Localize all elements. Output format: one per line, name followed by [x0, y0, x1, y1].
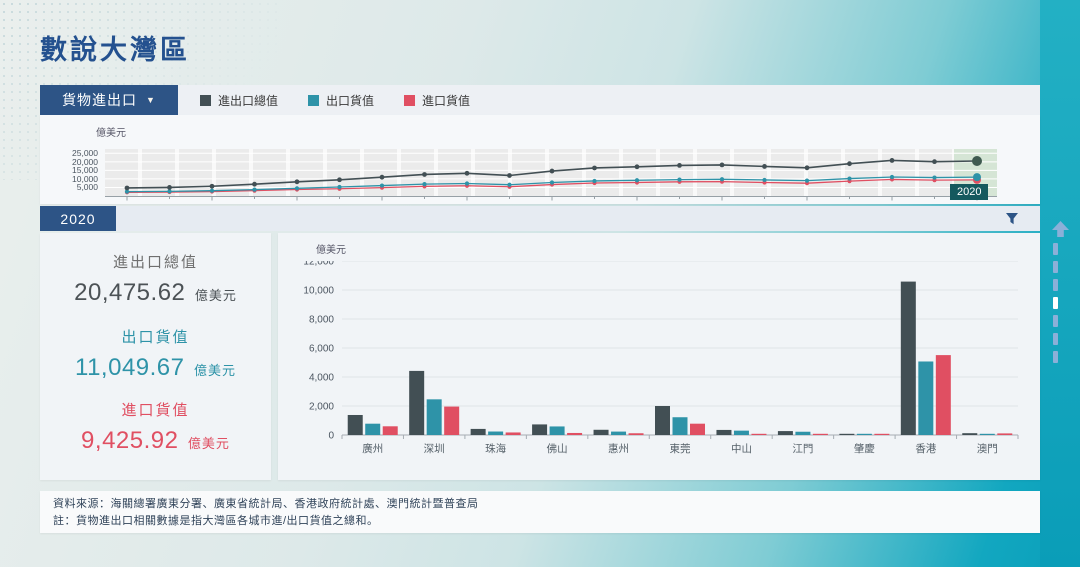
legend-item-export[interactable]: 出口貨值 [308, 92, 374, 109]
stat-unit: 億美元 [194, 288, 237, 303]
topic-dropdown[interactable]: 貨物進出口 ▼ [40, 85, 178, 115]
svg-text:4,000: 4,000 [309, 373, 334, 384]
timeline-y-tick-label: 20,000 [72, 156, 98, 167]
svg-text:2,000: 2,000 [309, 402, 334, 413]
stat-value: 20,475.62 [74, 279, 186, 306]
legend-swatch [308, 94, 320, 106]
stat-total: 進出口總值 20,475.62 億美元 [40, 251, 271, 307]
svg-text:12,000: 12,000 [303, 261, 334, 268]
timeline-y-tick-label: 5,000 [76, 182, 98, 193]
stat-value: 11,049.67 [75, 354, 185, 381]
selected-year-bar: 2020 [40, 206, 1040, 231]
legend-bar: 進出口總值 出口貨值 進口貨值 [178, 85, 1040, 115]
svg-text:廣州: 廣州 [362, 442, 383, 455]
section-nav-dash-active[interactable] [1053, 297, 1058, 309]
legend-label: 出口貨值 [326, 93, 375, 108]
svg-text:0: 0 [328, 431, 334, 442]
timeline-year-tooltip: 2020 [950, 184, 989, 200]
filter-icon[interactable] [1004, 211, 1020, 227]
timeline-chart[interactable] [105, 149, 997, 204]
svg-text:8,000: 8,000 [309, 315, 334, 326]
topic-dropdown-label: 貨物進出口 [62, 92, 138, 108]
section-nav-dash[interactable] [1053, 261, 1058, 273]
timeline-y-tick-label: 15,000 [72, 165, 98, 176]
section-nav-dash[interactable] [1053, 243, 1058, 255]
svg-text:珠海: 珠海 [485, 442, 506, 455]
bar-chart-unit-label: 億美元 [316, 245, 346, 256]
stat-label: 進出口總值 [112, 254, 198, 271]
section-nav-dash[interactable] [1053, 279, 1058, 291]
legend-item-import[interactable]: 進口貨值 [404, 92, 470, 109]
timeline-panel: 億美元 5,000 10,000 15,000 20,000 25,000 2020 [40, 115, 1040, 204]
svg-text:東莞: 東莞 [670, 442, 691, 455]
chevron-down-icon: ▼ [146, 95, 156, 105]
timeline-unit-label: 億美元 [96, 128, 126, 139]
stat-unit: 億美元 [187, 436, 230, 451]
svg-text:中山: 中山 [731, 442, 752, 455]
legend-item-total[interactable]: 進出口總值 [200, 92, 278, 109]
svg-text:10,000: 10,000 [303, 286, 334, 297]
svg-text:肇慶: 肇慶 [854, 442, 875, 455]
section-nav-dash[interactable] [1053, 333, 1058, 345]
stat-label: 出口貨值 [121, 329, 190, 346]
city-bar-chart[interactable]: 0 2,000 4,000 6,000 8,000 10,000 12,000 廣州 深圳 珠海 佛… [278, 261, 1030, 466]
legend-swatch [200, 94, 211, 106]
stats-panel: 進出口總值 20,475.62 億美元 出口貨值 11,049.67 億美元 進… [40, 233, 271, 480]
svg-text:江門: 江門 [792, 443, 813, 455]
note-text: 註：貨物進出口相關數據是指大灣區各城市進/出口貨值之總和。 [53, 515, 379, 527]
stat-unit: 億美元 [193, 363, 236, 378]
svg-text:澳門: 澳門 [977, 442, 998, 455]
data-source-text: 資料來源：海關總署廣東分署、廣東省統計局、香港政府統計處、澳門統計暨普查局 [53, 498, 479, 510]
timeline-y-tick-label: 25,000 [72, 148, 98, 159]
stat-import: 進口貨值 9,425.92 億美元 [40, 399, 271, 455]
svg-text:深圳: 深圳 [424, 443, 445, 455]
svg-text:6,000: 6,000 [309, 344, 334, 355]
section-nav-dash[interactable] [1053, 315, 1058, 327]
city-bar-chart-panel: 億美元 0 2,000 4,000 6,000 8,000 10,000 12,000 廣州 深… [278, 233, 1040, 480]
legend-swatch [404, 94, 416, 106]
timeline-y-tick-label: 10,000 [72, 173, 98, 184]
page-title: 數說大灣區 [40, 35, 190, 65]
selected-year-label: 2020 [40, 206, 116, 231]
svg-text:香港: 香港 [915, 443, 936, 455]
stat-label: 進口貨值 [121, 402, 190, 419]
scroll-top-arrow-icon[interactable] [1052, 221, 1069, 237]
legend-label: 進口貨值 [422, 93, 471, 108]
legend-label: 進出口總值 [218, 93, 279, 108]
footer-notes: 資料來源：海關總署廣東分署、廣東省統計局、香港政府統計處、澳門統計暨普查局 註：… [40, 491, 1040, 533]
svg-text:惠州: 惠州 [608, 442, 629, 455]
section-nav-dash[interactable] [1053, 351, 1058, 363]
svg-text:佛山: 佛山 [547, 442, 568, 455]
right-teal-strip [1040, 0, 1080, 567]
stat-value: 9,425.92 [81, 427, 179, 454]
side-navigation [1040, 0, 1080, 567]
section-nav-dashes [1053, 243, 1058, 363]
stat-export: 出口貨值 11,049.67 億美元 [40, 326, 271, 382]
